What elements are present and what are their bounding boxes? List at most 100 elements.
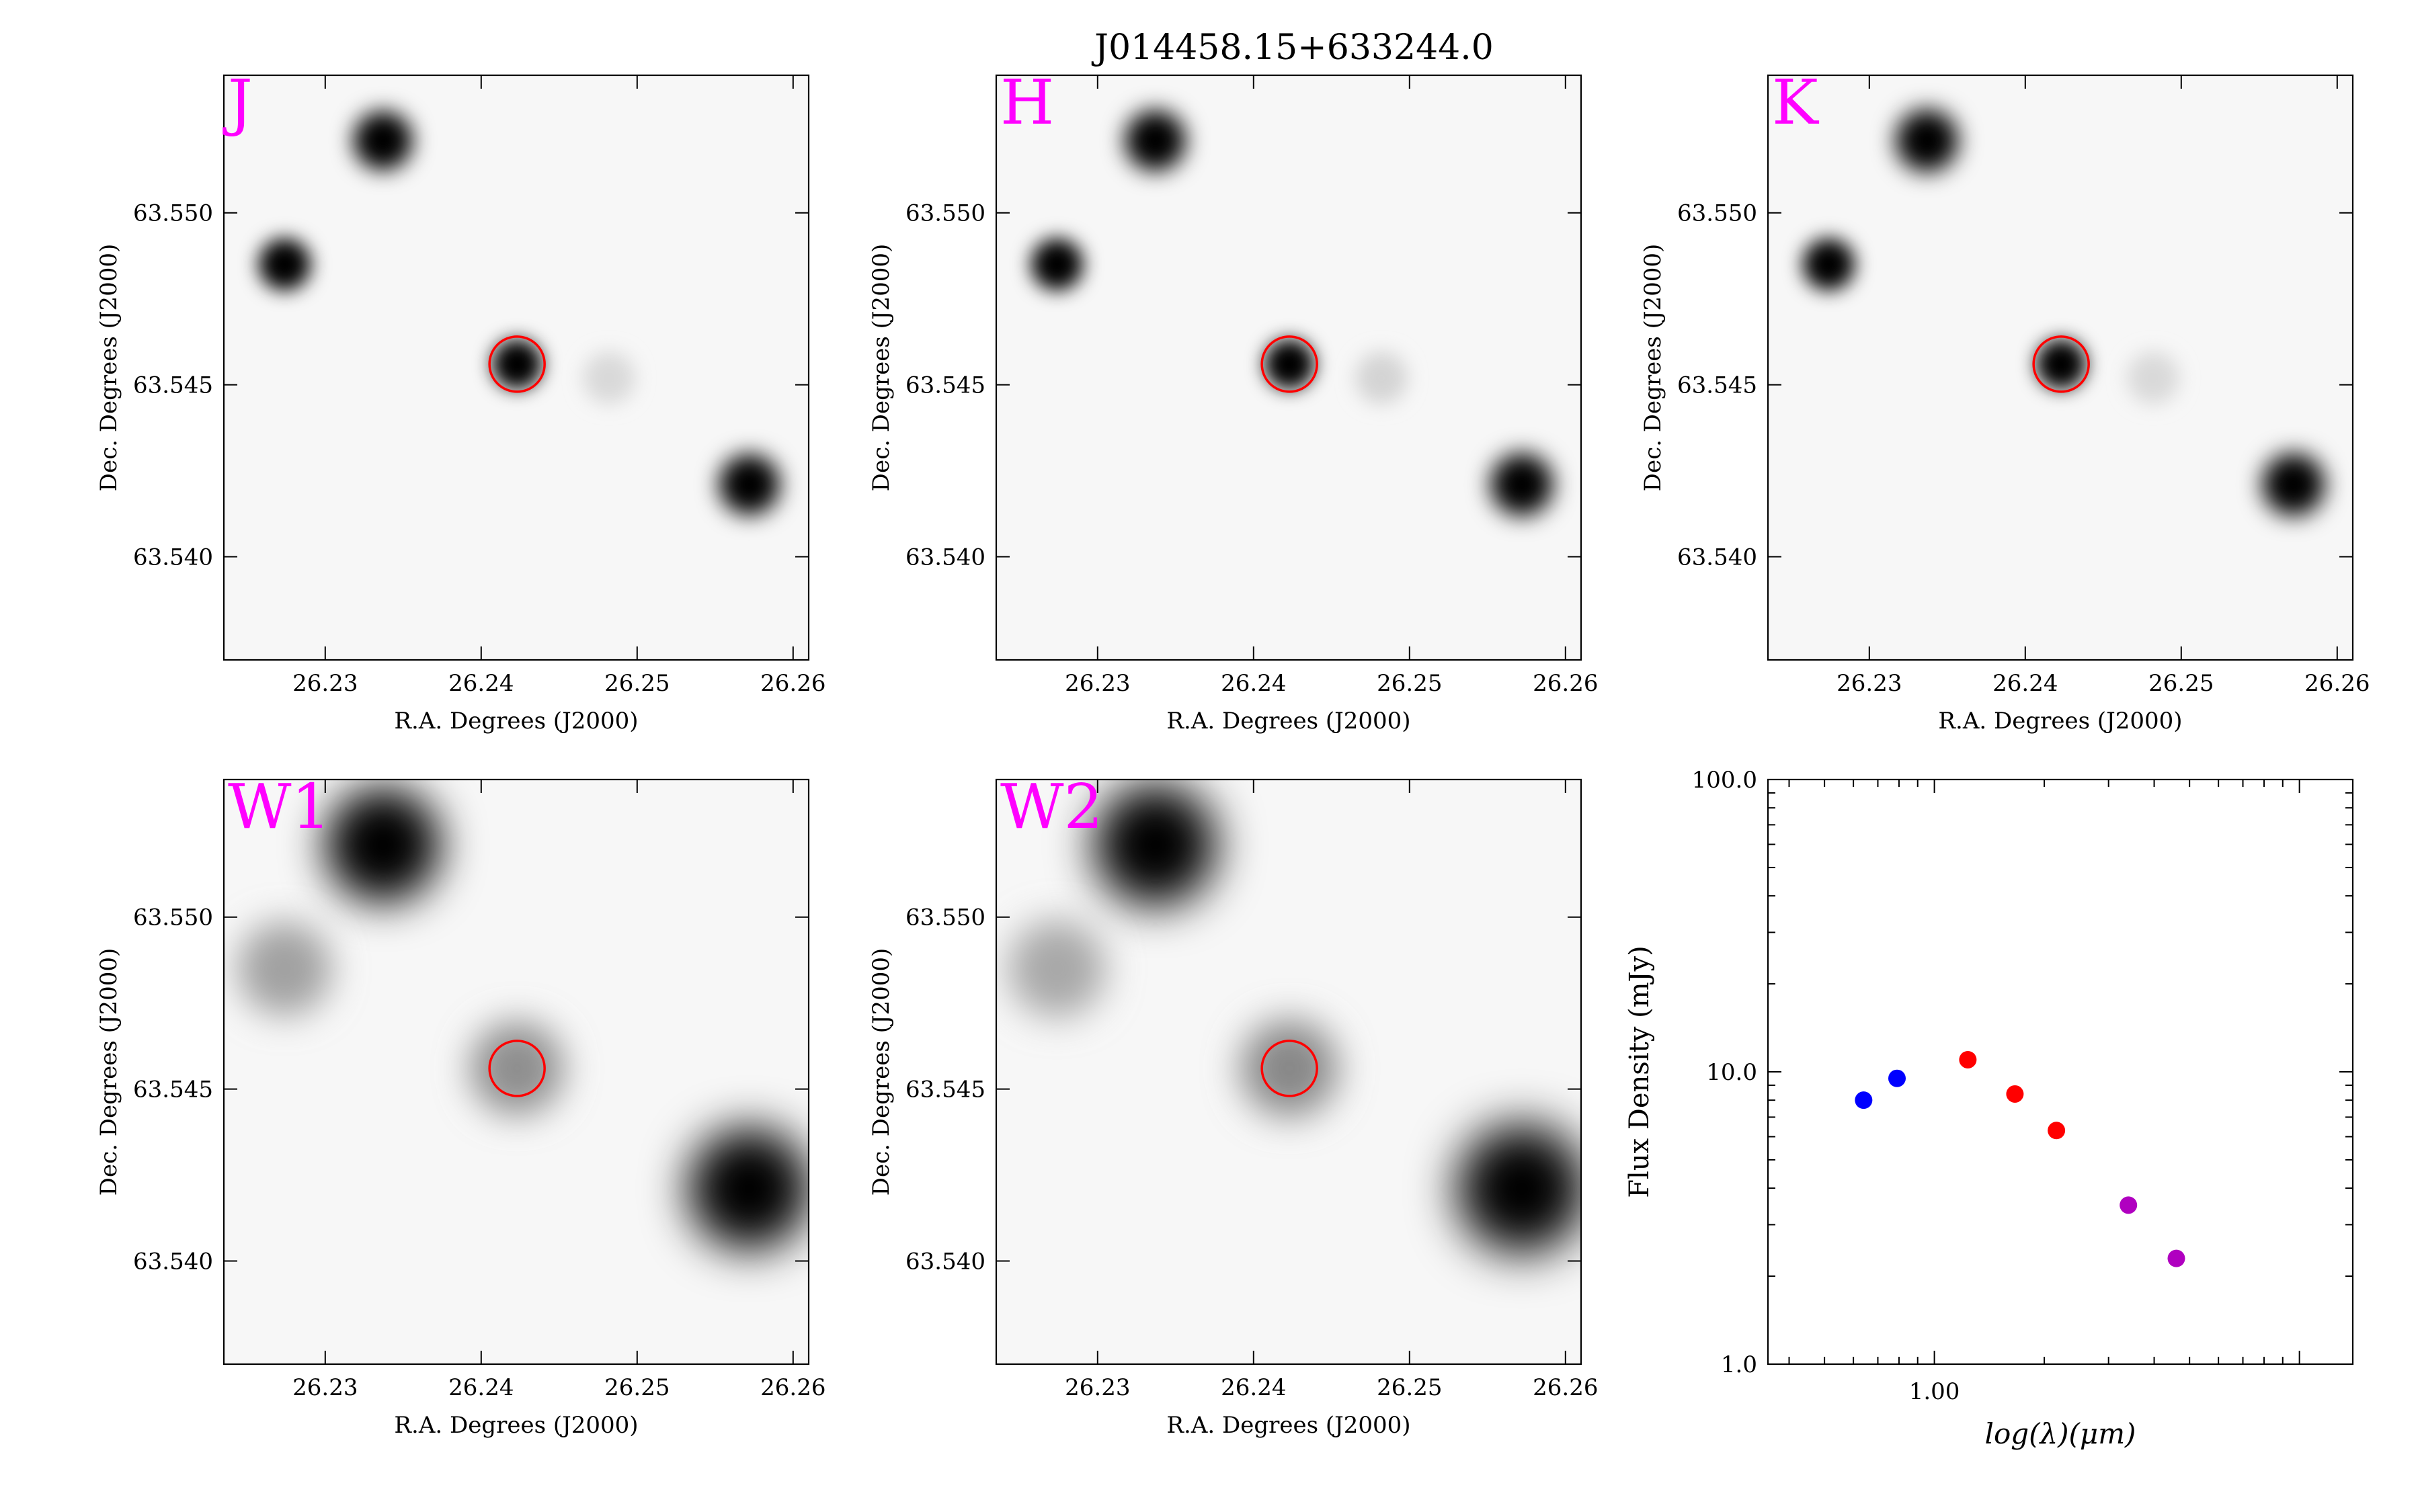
y-tick-label: 63.550 [905,905,985,931]
y-tick-label: 63.540 [133,544,213,571]
y-tick-label: 63.550 [133,200,213,227]
target-marker-circle [1260,335,1318,393]
x-tick-label: 26.23 [1065,670,1130,697]
point-source [1008,919,1106,1018]
x-tick-label: 26.25 [1377,670,1442,697]
band-label: H [1000,67,1054,138]
y-axis-label: Dec. Degrees (J2000) [868,948,895,1196]
y-tick-label: 63.545 [133,372,213,399]
axes-frame [1767,74,2354,661]
x-axis-label: R.A. Degrees (J2000) [1166,1412,1410,1439]
y-tick-label: 63.540 [133,1248,213,1275]
x-axis-label: log(λ)(μm) [1985,1417,2136,1450]
y-axis-label: Dec. Degrees (J2000) [1640,244,1666,492]
panel-w1: W1 26.23 26.24 26.25 26.26 63.540 63.545 63.550… [95,771,825,1439]
x-axis-label: R.A. Degrees (J2000) [1938,708,2182,734]
point-source [1264,339,1315,390]
y-tick-label: 63.545 [905,1077,985,1103]
y-tick-label: 63.545 [133,1077,213,1103]
band-label: W1 [228,771,331,843]
y-tick-label: 63.550 [1677,200,1757,227]
x-tick-label: 26.26 [760,670,825,697]
axes-frame [223,74,810,661]
x-axis-label: R.A. Degrees (J2000) [394,1412,638,1439]
panel-j: J 26.23 26.24 26.25 26.26 63.540 63.545 63.550 R… [95,67,825,734]
panel-w2: W2 26.23 26.24 26.25 26.26 63.540 63.545 63.550… [868,771,1598,1439]
sed-data-point [2006,1085,2024,1103]
x-tick-label: 26.26 [1533,670,1598,697]
axes-frame [1767,778,2354,1366]
x-tick-label: 26.25 [604,1374,670,1401]
band-label: W2 [1000,771,1103,843]
sources [1008,784,1581,1253]
band-label: J [223,67,253,138]
x-tick-label: 26.23 [1837,670,1902,697]
point-source [1355,351,1408,405]
sed-data-point [1959,1050,1977,1068]
figure-title: J014458.15+633244.0 [1091,28,1494,68]
sed-data-point [2167,1249,2185,1267]
axes-frame [995,74,1582,661]
sources [1802,109,2325,516]
panel-sed: 1.00 1.0 10.0 100.0 log(λ)(μm) Flux Density (… [1624,767,2354,1450]
axes-frame [995,778,1582,1366]
x-tick-label: 1.00 [1909,1378,1960,1405]
target-marker-circle [1260,1040,1318,1097]
point-source [1457,1124,1581,1253]
band-label: K [1772,67,1820,138]
point-source [2127,351,2179,405]
panels: J 26.23 26.24 26.25 26.26 63.540 63.545 63.550 R… [95,67,2370,1450]
x-tick-label: 26.25 [1377,1374,1442,1401]
y-tick-label: 63.540 [1677,544,1757,571]
x-tick-label: 26.26 [760,1374,825,1401]
point-source [491,339,542,390]
sources [1031,110,1554,516]
target-marker-circle [488,335,546,393]
point-source [470,1021,565,1116]
panel-h: H 26.23 26.24 26.25 26.26 63.540 63.545 63.550 R… [868,67,1598,734]
x-tick-label: 26.25 [604,670,670,697]
target-marker-circle [2032,335,2090,393]
x-axis-label: R.A. Degrees (J2000) [394,708,638,734]
point-source [719,454,780,515]
y-axis-label: Flux Density (mJy) [1624,946,1655,1198]
x-tick-label: 26.24 [448,670,514,697]
point-source [1896,109,1959,172]
y-tick-label: 63.550 [133,905,213,931]
point-source [1802,238,1855,291]
sed-data-point [2120,1196,2138,1214]
x-tick-label: 26.24 [1992,670,2058,697]
x-tick-label: 26.23 [292,670,358,697]
y-tick-label: 10.0 [1706,1059,1757,1086]
point-source [1240,1019,1338,1118]
x-tick-label: 26.25 [2148,670,2214,697]
x-tick-label: 26.26 [2304,670,2370,697]
sources [237,787,809,1250]
y-axis-label: Dec. Degrees (J2000) [95,244,122,492]
sed-data-point [1855,1091,1873,1109]
sed-data-point [1888,1069,1906,1087]
axes-frame [223,778,810,1366]
x-tick-label: 26.23 [292,1374,358,1401]
point-source [2262,453,2325,516]
y-tick-label: 63.545 [905,372,985,399]
y-tick-label: 63.540 [905,1248,985,1275]
y-tick-label: 1.0 [1721,1351,1757,1378]
point-source [1094,784,1217,907]
point-source [1125,110,1186,171]
y-axis-label: Dec. Degrees (J2000) [868,244,895,492]
point-source [2035,339,2087,390]
y-tick-label: 63.545 [1677,372,1757,399]
point-source [688,1128,809,1250]
x-tick-label: 26.24 [448,1374,514,1401]
x-tick-label: 26.23 [1065,1374,1130,1401]
sed-data-point [2048,1122,2066,1140]
point-source [1490,453,1554,516]
y-tick-label: 63.550 [905,200,985,227]
y-axis-label: Dec. Degrees (J2000) [95,948,122,1196]
target-marker-circle [488,1040,546,1097]
point-source [353,111,413,171]
x-tick-label: 26.24 [1221,1374,1286,1401]
x-tick-label: 26.24 [1221,670,1286,697]
